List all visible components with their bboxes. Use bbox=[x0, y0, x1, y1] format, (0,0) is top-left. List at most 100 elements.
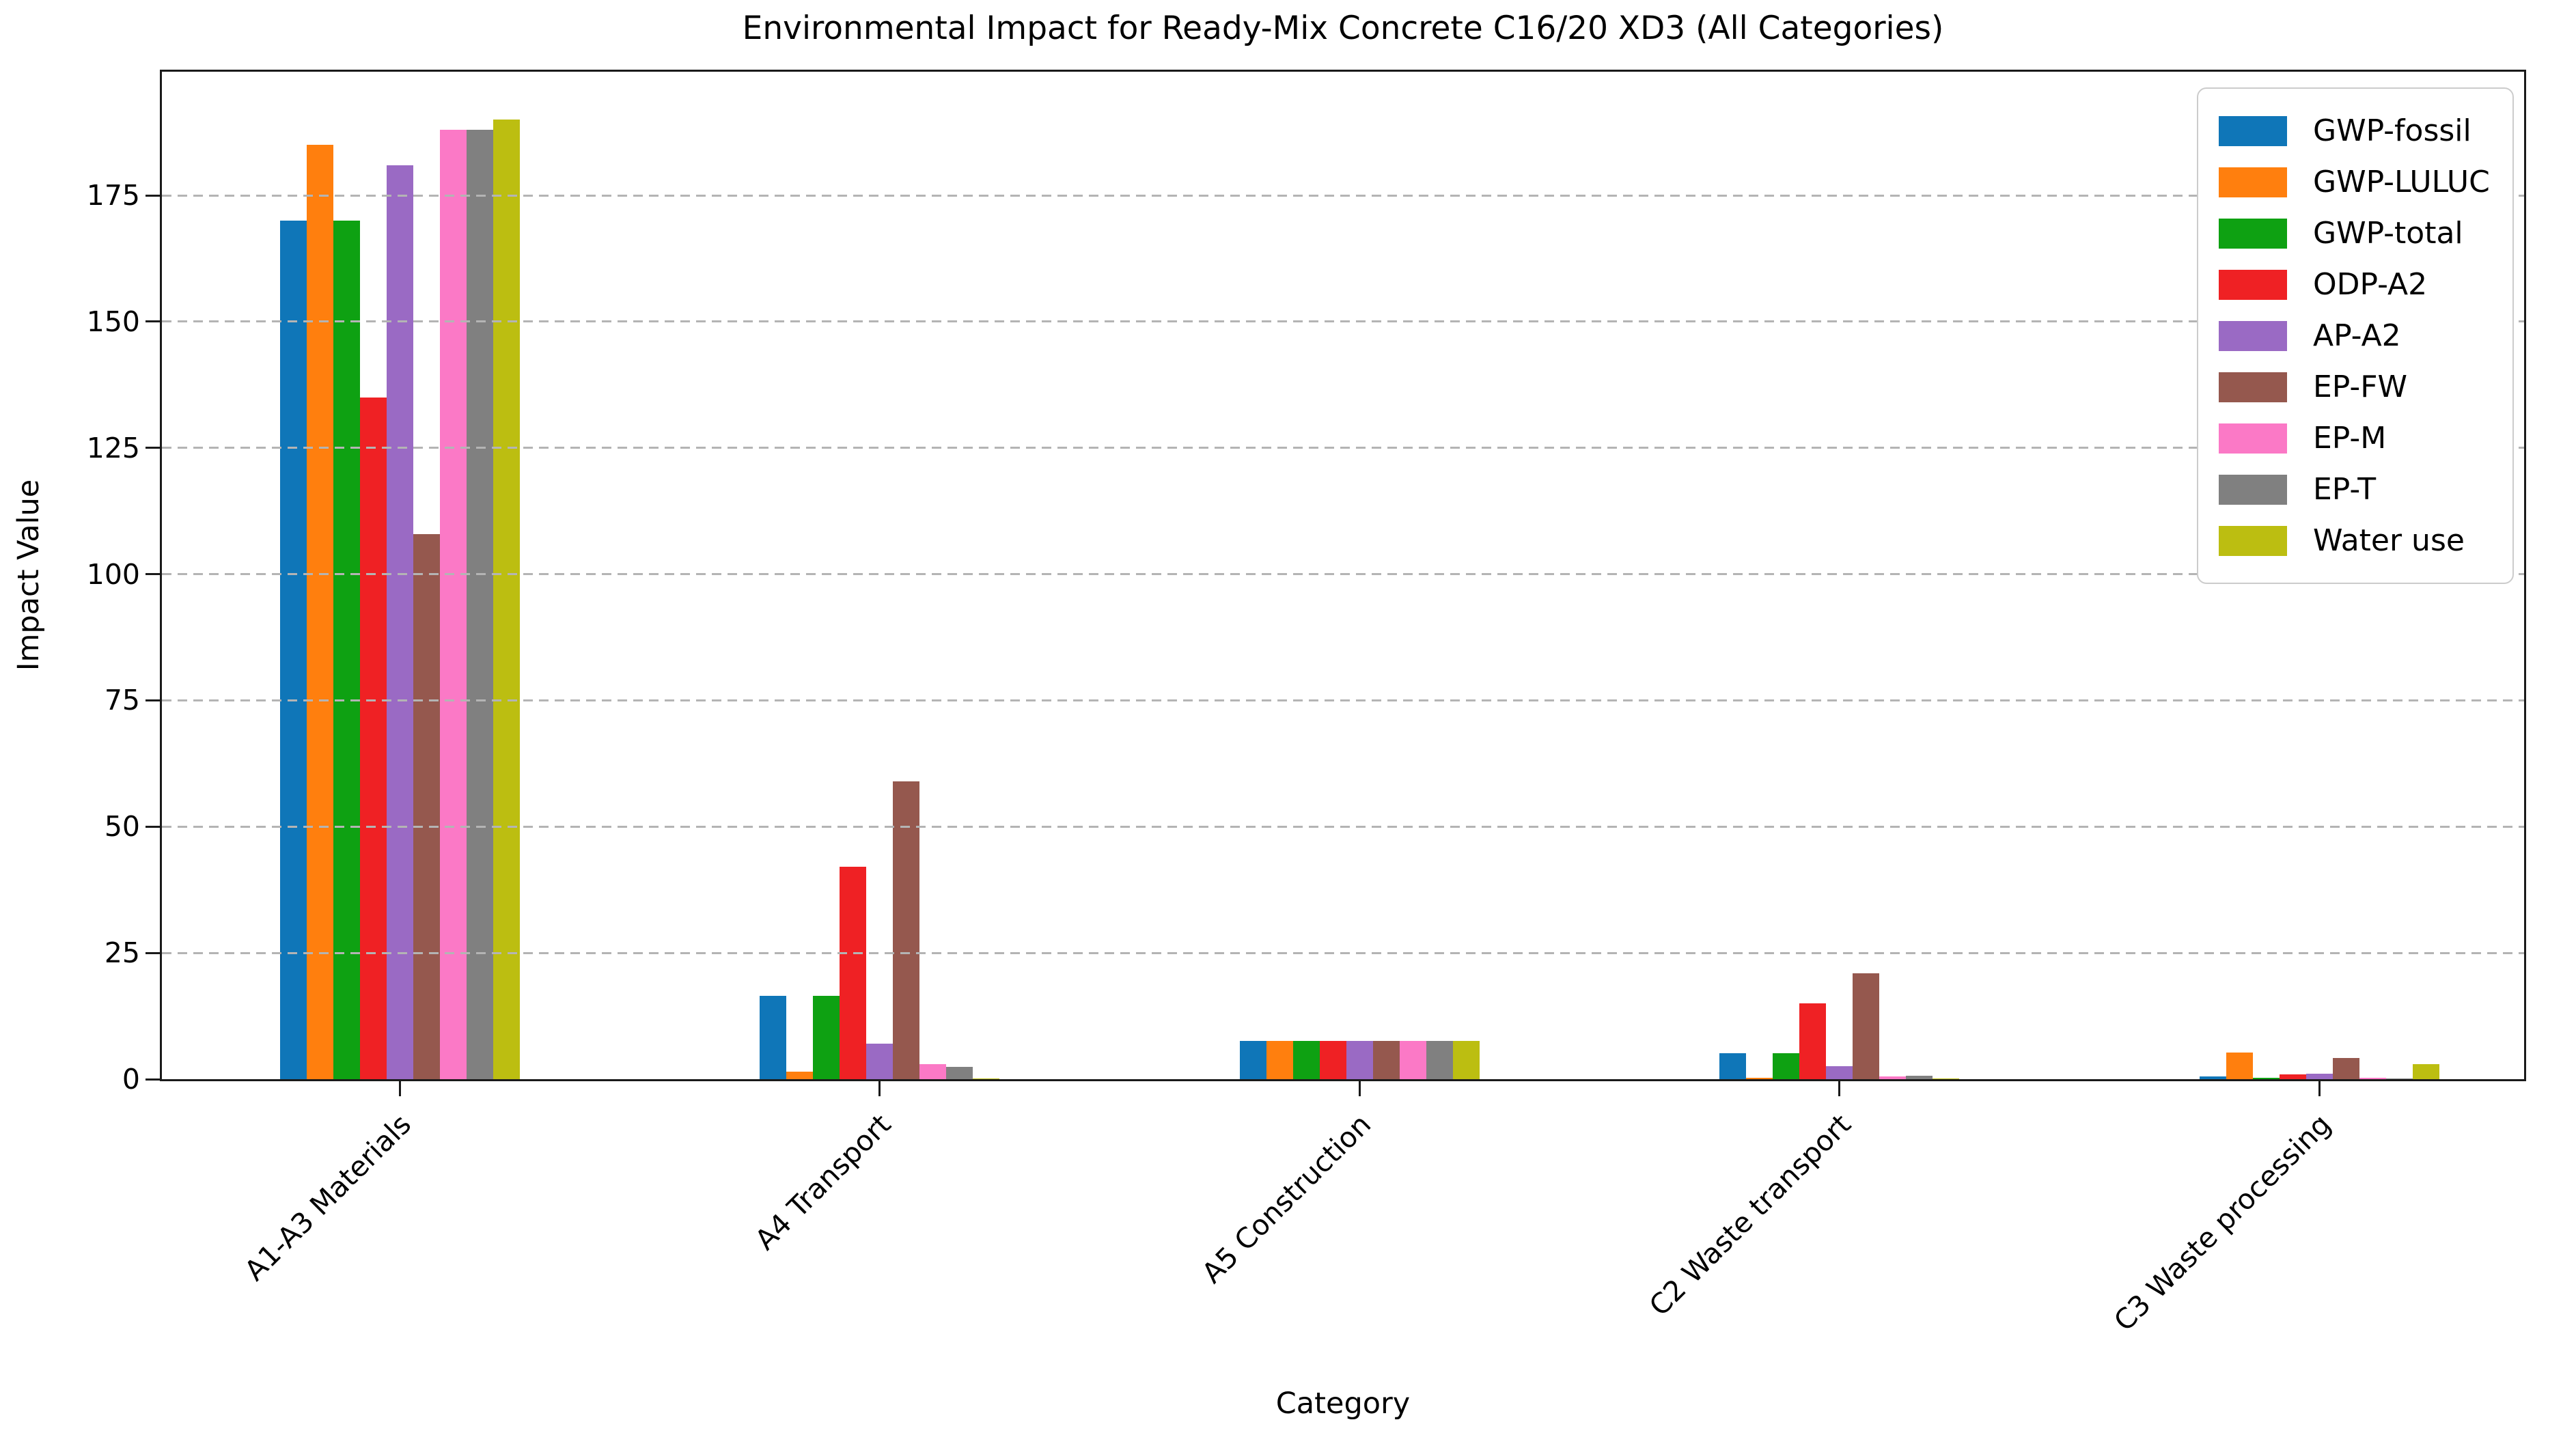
bar-ap-a2-c3-waste-processing bbox=[2305, 1073, 2333, 1079]
x-tick-label-c3-waste-processing: C3 Waste processing bbox=[2107, 1108, 2337, 1338]
legend: GWP-fossil GWP-LULUC GWP-total ODP-A2 AP-A2 E… bbox=[2197, 87, 2514, 584]
bar-gwp-fossil-c2-waste-transport bbox=[1719, 1053, 1746, 1079]
x-tick-label-c2-waste-transport: C2 Waste transport bbox=[1642, 1108, 1857, 1322]
x-tick-label-a4-transport: A4 Transport bbox=[748, 1108, 898, 1257]
legend-label-gwp-total: GWP-total bbox=[2313, 216, 2463, 251]
bar-ep-t-a5-construction bbox=[1426, 1040, 1453, 1079]
bar-water-use-c2-waste-transport bbox=[1933, 1078, 1959, 1079]
bar-gwp-luluc-a4-transport bbox=[786, 1071, 813, 1079]
y-tick-label-150: 150 bbox=[86, 305, 140, 338]
legend-item-ap-a2: AP-A2 bbox=[2219, 310, 2512, 361]
x-tick-mark-c2-waste-transport bbox=[1838, 1081, 1840, 1096]
bar-ep-t-c3-waste-processing bbox=[2385, 1078, 2413, 1079]
bar-gwp-fossil-c3-waste-processing bbox=[2199, 1076, 2226, 1079]
bar-odp-a2-a5-construction bbox=[1319, 1040, 1346, 1079]
y-tick-mark-0 bbox=[146, 1078, 161, 1081]
x-tick-mark-a1-a3-materials bbox=[398, 1081, 401, 1096]
bar-odp-a2-a4-transport bbox=[840, 867, 866, 1079]
bar-gwp-luluc-a5-construction bbox=[1266, 1040, 1293, 1079]
legend-item-ep-fw: EP-FW bbox=[2219, 361, 2512, 413]
legend-swatch-water-use bbox=[2219, 525, 2287, 556]
bar-water-use-a5-construction bbox=[1452, 1040, 1480, 1079]
y-tick-mark-75 bbox=[146, 699, 161, 701]
legend-swatch-odp-a2 bbox=[2219, 269, 2287, 300]
bar-ep-t-a1-a3-materials bbox=[466, 130, 493, 1079]
y-tick-label-125: 125 bbox=[86, 431, 140, 464]
y-tick-label-25: 25 bbox=[104, 936, 140, 970]
legend-label-gwp-fossil: GWP-fossil bbox=[2313, 113, 2471, 148]
bar-ep-t-a4-transport bbox=[946, 1066, 973, 1079]
y-tick-label-75: 75 bbox=[104, 684, 140, 717]
bar-gwp-total-a1-a3-materials bbox=[333, 221, 360, 1079]
bar-gwp-total-c2-waste-transport bbox=[1773, 1053, 1799, 1079]
chart-title: Environmental Impact for Ready-Mix Concr… bbox=[742, 10, 1944, 47]
bar-gwp-total-a5-construction bbox=[1292, 1040, 1320, 1079]
bar-gwp-luluc-c3-waste-processing bbox=[2226, 1052, 2253, 1079]
x-tick-label-a5-construction: A5 Construction bbox=[1195, 1108, 1377, 1290]
bar-ep-fw-a5-construction bbox=[1372, 1040, 1400, 1079]
bar-ap-a2-c2-waste-transport bbox=[1826, 1066, 1853, 1079]
bar-ep-fw-c3-waste-processing bbox=[2332, 1057, 2359, 1079]
x-tick-mark-c3-waste-processing bbox=[2318, 1081, 2321, 1096]
legend-item-gwp-total: GWP-total bbox=[2219, 208, 2512, 259]
bar-gwp-total-c3-waste-processing bbox=[2252, 1077, 2280, 1079]
bar-gwp-luluc-c2-waste-transport bbox=[1746, 1077, 1773, 1079]
legend-label-odp-a2: ODP-A2 bbox=[2313, 267, 2428, 302]
y-tick-mark-125 bbox=[146, 447, 161, 449]
legend-swatch-ep-fw bbox=[2219, 372, 2287, 402]
legend-swatch-gwp-luluc bbox=[2219, 167, 2287, 197]
y-tick-mark-25 bbox=[146, 951, 161, 954]
y-tick-label-0: 0 bbox=[122, 1063, 140, 1096]
legend-swatch-ep-t bbox=[2219, 474, 2287, 505]
bar-ap-a2-a1-a3-materials bbox=[386, 165, 413, 1079]
y-tick-mark-150 bbox=[146, 320, 161, 323]
bar-ep-fw-c2-waste-transport bbox=[1853, 973, 1879, 1079]
bar-ap-a2-a4-transport bbox=[866, 1044, 893, 1079]
legend-swatch-gwp-fossil bbox=[2219, 115, 2287, 146]
bar-ep-m-c2-waste-transport bbox=[1879, 1076, 1906, 1079]
y-tick-mark-100 bbox=[146, 573, 161, 576]
bar-water-use-a1-a3-materials bbox=[493, 120, 520, 1079]
legend-label-ap-a2: AP-A2 bbox=[2313, 318, 2401, 353]
legend-item-odp-a2: ODP-A2 bbox=[2219, 259, 2512, 310]
bar-ep-m-c3-waste-processing bbox=[2359, 1077, 2386, 1079]
y-tick-mark-50 bbox=[146, 825, 161, 828]
x-tick-mark-a4-transport bbox=[878, 1081, 881, 1096]
legend-swatch-ep-m bbox=[2219, 423, 2287, 454]
bar-water-use-a4-transport bbox=[973, 1078, 999, 1079]
y-axis-label: Impact Value bbox=[12, 479, 46, 671]
bar-water-use-c3-waste-processing bbox=[2412, 1063, 2439, 1079]
bar-ap-a2-a5-construction bbox=[1346, 1040, 1373, 1079]
x-tick-label-a1-a3-materials: A1-A3 Materials bbox=[238, 1108, 417, 1287]
bar-ep-fw-a4-transport bbox=[893, 781, 919, 1079]
legend-label-gwp-luluc: GWP-LULUC bbox=[2313, 165, 2490, 199]
x-tick-mark-a5-construction bbox=[1358, 1081, 1361, 1096]
bar-ep-t-c2-waste-transport bbox=[1906, 1075, 1933, 1079]
legend-item-ep-m: EP-M bbox=[2219, 413, 2512, 464]
bar-odp-a2-c3-waste-processing bbox=[2279, 1074, 2306, 1079]
y-tick-label-50: 50 bbox=[104, 810, 140, 844]
legend-label-ep-m: EP-M bbox=[2313, 421, 2387, 456]
legend-label-water-use: Water use bbox=[2313, 523, 2465, 558]
legend-item-water-use: Water use bbox=[2219, 515, 2512, 566]
legend-item-gwp-luluc: GWP-LULUC bbox=[2219, 156, 2512, 208]
bar-ep-m-a5-construction bbox=[1399, 1040, 1426, 1079]
y-tick-label-175: 175 bbox=[86, 179, 140, 212]
x-axis-label: Category bbox=[1275, 1387, 1411, 1421]
legend-swatch-ap-a2 bbox=[2219, 320, 2287, 351]
bar-gwp-total-a4-transport bbox=[813, 996, 840, 1079]
bar-gwp-fossil-a4-transport bbox=[760, 996, 786, 1079]
legend-label-ep-fw: EP-FW bbox=[2313, 370, 2408, 404]
legend-item-gwp-fossil: GWP-fossil bbox=[2219, 105, 2512, 156]
bar-gwp-fossil-a5-construction bbox=[1239, 1040, 1266, 1079]
legend-swatch-gwp-total bbox=[2219, 218, 2287, 249]
bar-ep-m-a1-a3-materials bbox=[439, 130, 467, 1079]
bar-odp-a2-a1-a3-materials bbox=[359, 397, 387, 1079]
legend-label-ep-t: EP-T bbox=[2313, 472, 2377, 507]
bar-odp-a2-c2-waste-transport bbox=[1799, 1003, 1826, 1079]
bar-ep-fw-a1-a3-materials bbox=[413, 533, 440, 1079]
bar-gwp-fossil-a1-a3-materials bbox=[279, 221, 307, 1079]
y-tick-mark-175 bbox=[146, 194, 161, 197]
bar-gwp-luluc-a1-a3-materials bbox=[306, 145, 333, 1079]
